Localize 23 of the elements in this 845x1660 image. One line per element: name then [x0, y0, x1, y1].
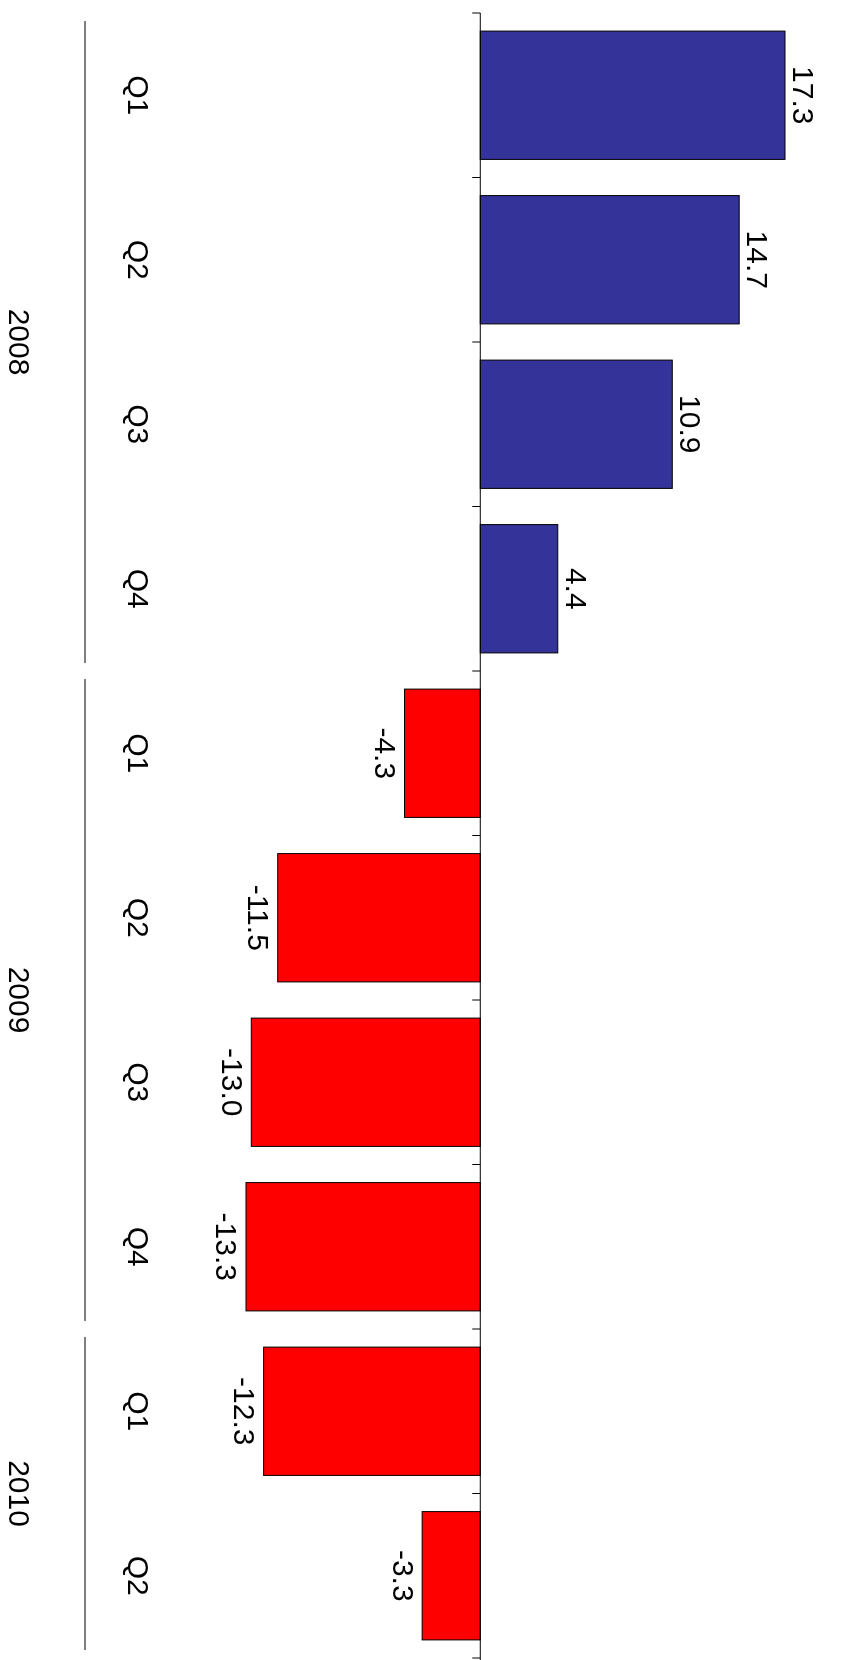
y-tick-label: Q2: [121, 239, 155, 280]
data-label: -13.0: [215, 1048, 249, 1117]
y-tick-label: Q4: [121, 568, 155, 609]
text: 2009: [2, 966, 36, 1034]
data-label: 4.4: [559, 567, 593, 610]
data-label: 17.3: [787, 66, 820, 125]
y-tick-label: Q1: [121, 1391, 155, 1432]
data-label: 14.7: [741, 230, 775, 289]
data-label: 10.9: [674, 395, 708, 454]
y-tick-label: Q2: [121, 897, 155, 938]
text: 2008: [2, 308, 36, 376]
data-label: -12.3: [228, 1377, 262, 1446]
data-label: -3.3: [386, 1549, 420, 1602]
y-tick-label: Q1: [121, 733, 155, 774]
y-tick-label: Q3: [121, 404, 155, 445]
y-tick-label: Q4: [121, 1226, 155, 1267]
text: 2010: [2, 1460, 36, 1527]
data-label: -13.3: [210, 1212, 244, 1281]
data-label: -4.3: [368, 727, 402, 780]
y-tick-label: Q1: [121, 75, 155, 116]
y-tick-label: Q3: [121, 1062, 155, 1103]
data-label: -11.5: [242, 884, 276, 951]
y-tick-label: Q2: [121, 1555, 155, 1596]
